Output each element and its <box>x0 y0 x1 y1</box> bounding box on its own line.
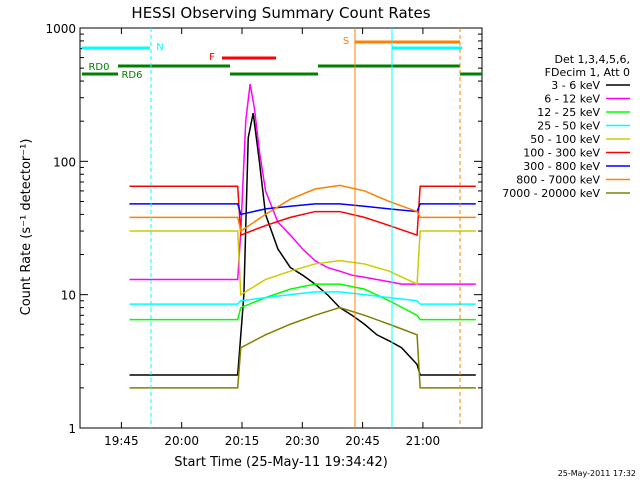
series-line <box>129 112 476 376</box>
x-tick-label: 21:00 <box>406 434 441 448</box>
x-tick-label: 20:00 <box>164 434 199 448</box>
y-tick-label: 1 <box>68 422 76 436</box>
legend-entry-label: 50 - 100 keV <box>530 133 600 146</box>
y-tick-label: 1000 <box>45 22 76 36</box>
legend-header: FDecim 1, Att 0 <box>545 66 630 79</box>
y-tick-label: 10 <box>61 289 76 303</box>
annotation-label: F <box>209 52 215 63</box>
legend-entry-label: 25 - 50 keV <box>537 120 600 133</box>
x-tick-label: 20:45 <box>345 434 380 448</box>
plot-area: 19:45 20:00 20:15 20:30 20:45 21:00 1 10 100 1000… <box>45 22 483 448</box>
legend-entry-label: 800 - 7000 keV <box>516 174 600 187</box>
annotation-label: RD6 <box>121 70 142 81</box>
x-tick-label: 19:45 <box>104 434 139 448</box>
series-line <box>129 184 476 233</box>
timestamp: 25-May-2011 17:32 <box>558 469 636 478</box>
x-tick-label: 20:15 <box>225 434 260 448</box>
annotation-label: N <box>156 42 163 53</box>
legend-entry-label: 300 - 800 keV <box>523 160 600 173</box>
series-line <box>129 203 476 216</box>
series-line <box>129 230 476 296</box>
legend-entry-label: 3 - 6 keV <box>551 79 600 92</box>
legend-header: Det 1,3,4,5,6, <box>554 53 630 66</box>
x-tick-label: 20:30 <box>285 434 320 448</box>
series-line <box>129 283 476 321</box>
annotation-label: RD0 <box>88 62 109 73</box>
y-axis-label: Count Rate (s⁻¹ detector⁻¹) <box>19 139 34 316</box>
series-line <box>129 185 476 237</box>
x-axis-label: Start Time (25-May-11 19:34:42) <box>174 455 388 470</box>
chart-title: HESSI Observing Summary Count Rates <box>131 4 430 22</box>
plot-frame <box>79 27 483 429</box>
series-line <box>129 291 476 305</box>
legend-entry-label: 7000 - 20000 keV <box>502 187 600 200</box>
legend: Det 1,3,4,5,6,FDecim 1, Att 03 - 6 keV6 … <box>502 53 630 200</box>
legend-entry-label: 100 - 300 keV <box>523 147 600 160</box>
legend-entry-label: 12 - 25 keV <box>537 106 600 119</box>
series-line <box>129 306 476 389</box>
annotation-label: S <box>343 36 349 47</box>
y-tick-label: 100 <box>53 155 76 169</box>
series-line <box>129 83 476 285</box>
legend-entry-label: 6 - 12 keV <box>544 93 600 106</box>
